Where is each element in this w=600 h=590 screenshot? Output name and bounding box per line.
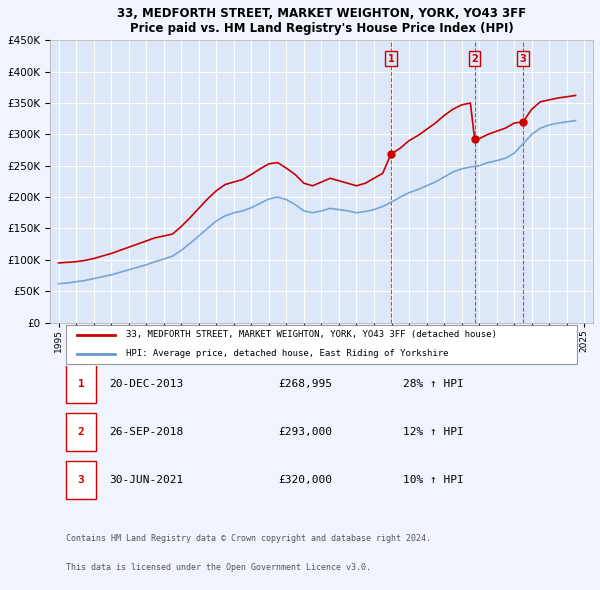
Text: 20-DEC-2013: 20-DEC-2013 [110, 379, 184, 389]
Text: 2: 2 [77, 427, 85, 437]
FancyBboxPatch shape [66, 413, 96, 451]
Text: 1: 1 [388, 54, 394, 64]
FancyBboxPatch shape [66, 365, 96, 402]
Text: 2: 2 [471, 54, 478, 64]
FancyBboxPatch shape [66, 324, 577, 364]
Text: £320,000: £320,000 [278, 476, 332, 485]
Text: 1: 1 [77, 379, 85, 389]
Text: £293,000: £293,000 [278, 427, 332, 437]
Text: This data is licensed under the Open Government Licence v3.0.: This data is licensed under the Open Gov… [66, 563, 371, 572]
Text: HPI: Average price, detached house, East Riding of Yorkshire: HPI: Average price, detached house, East… [126, 349, 448, 358]
Text: 28% ↑ HPI: 28% ↑ HPI [403, 379, 464, 389]
Text: 3: 3 [520, 54, 526, 64]
Text: 33, MEDFORTH STREET, MARKET WEIGHTON, YORK, YO43 3FF (detached house): 33, MEDFORTH STREET, MARKET WEIGHTON, YO… [126, 330, 497, 339]
Text: 30-JUN-2021: 30-JUN-2021 [110, 476, 184, 485]
Text: 26-SEP-2018: 26-SEP-2018 [110, 427, 184, 437]
Text: Contains HM Land Registry data © Crown copyright and database right 2024.: Contains HM Land Registry data © Crown c… [66, 534, 431, 543]
Text: 10% ↑ HPI: 10% ↑ HPI [403, 476, 464, 485]
FancyBboxPatch shape [66, 461, 96, 499]
Title: 33, MEDFORTH STREET, MARKET WEIGHTON, YORK, YO43 3FF
Price paid vs. HM Land Regi: 33, MEDFORTH STREET, MARKET WEIGHTON, YO… [117, 7, 526, 35]
Text: £268,995: £268,995 [278, 379, 332, 389]
Text: 12% ↑ HPI: 12% ↑ HPI [403, 427, 464, 437]
Text: 3: 3 [77, 476, 85, 485]
